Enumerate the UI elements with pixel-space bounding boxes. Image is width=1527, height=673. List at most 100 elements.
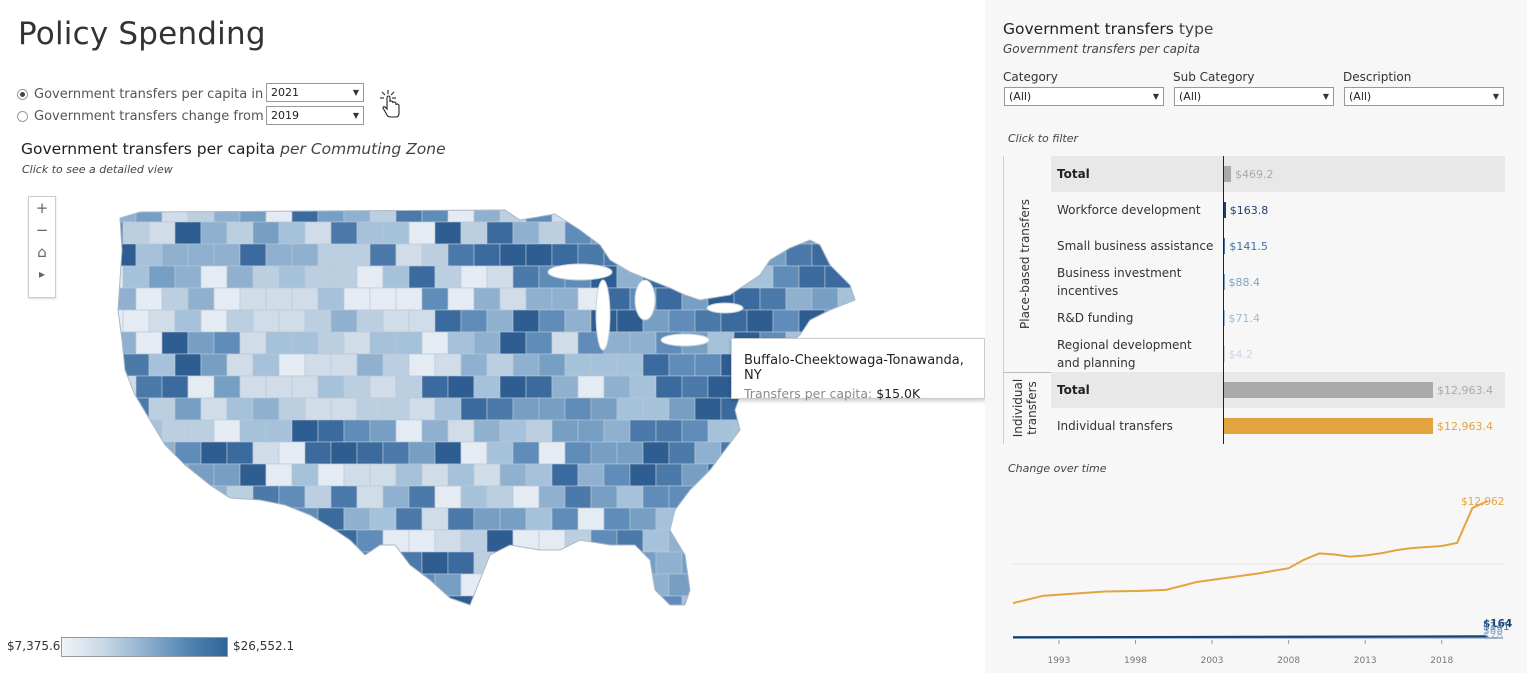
commuting-zone-cell[interactable]: [161, 375, 189, 399]
commuting-zone-cell[interactable]: [187, 287, 215, 311]
commuting-zone-cell[interactable]: [226, 221, 254, 245]
commuting-zone-cell[interactable]: [772, 309, 800, 333]
zoom-in-button[interactable]: +: [35, 199, 49, 217]
commuting-zone-cell[interactable]: [226, 485, 254, 509]
commuting-zone-cell[interactable]: [278, 397, 306, 421]
commuting-zone-cell[interactable]: [707, 200, 735, 223]
commuting-zone-cell[interactable]: [616, 441, 644, 465]
commuting-zone-cell[interactable]: [252, 265, 280, 289]
commuting-zone-cell[interactable]: [187, 419, 215, 443]
commuting-zone-cell[interactable]: [798, 397, 826, 421]
commuting-zone-cell[interactable]: [213, 419, 241, 443]
commuting-zone-cell[interactable]: [135, 331, 163, 355]
commuting-zone-cell[interactable]: [746, 265, 774, 289]
commuting-zone-cell[interactable]: [265, 595, 293, 615]
commuting-zone-cell[interactable]: [473, 375, 501, 399]
commuting-zone-cell[interactable]: [460, 529, 488, 553]
commuting-zone-cell[interactable]: [213, 551, 241, 575]
commuting-zone-cell[interactable]: [772, 529, 800, 553]
commuting-zone-cell[interactable]: [499, 463, 527, 487]
commuting-zone-cell[interactable]: [200, 441, 228, 465]
commuting-zone-cell[interactable]: [811, 551, 839, 575]
commuting-zone-cell[interactable]: [122, 441, 150, 465]
commuting-zone-cell[interactable]: [551, 243, 579, 267]
commuting-zone-cell[interactable]: [850, 397, 860, 421]
commuting-zone-cell[interactable]: [330, 485, 358, 509]
commuting-zone-cell[interactable]: [291, 507, 319, 531]
commuting-zone-cell[interactable]: [577, 419, 605, 443]
commuting-zone-cell[interactable]: [681, 507, 709, 531]
commuting-zone-cell[interactable]: [564, 309, 592, 333]
commuting-zone-cell[interactable]: [110, 507, 137, 531]
commuting-zone-cell[interactable]: [239, 243, 267, 267]
commuting-zone-cell[interactable]: [759, 595, 787, 615]
commuting-zone-cell[interactable]: [110, 287, 137, 311]
commuting-zone-cell[interactable]: [720, 485, 748, 509]
commuting-zone-cell[interactable]: [434, 221, 462, 245]
commuting-zone-cell[interactable]: [629, 200, 657, 223]
commuting-zone-cell[interactable]: [174, 573, 202, 597]
commuting-zone-cell[interactable]: [408, 397, 436, 421]
commuting-zone-cell[interactable]: [265, 507, 293, 531]
commuting-zone-cell[interactable]: [785, 507, 813, 531]
commuting-zone-cell[interactable]: [174, 353, 202, 377]
commuting-zone-cell[interactable]: [720, 265, 748, 289]
radio-button[interactable]: [17, 111, 28, 122]
commuting-zone-cell[interactable]: [317, 595, 345, 615]
commuting-zone-cell[interactable]: [668, 221, 696, 245]
commuting-zone-cell[interactable]: [525, 595, 553, 615]
commuting-zone-cell[interactable]: [291, 243, 319, 267]
commuting-zone-cell[interactable]: [330, 573, 358, 597]
commuting-zone-cell[interactable]: [291, 595, 319, 615]
commuting-zone-cell[interactable]: [421, 200, 449, 223]
us-choropleth-map[interactable]: [110, 200, 860, 615]
commuting-zone-cell[interactable]: [421, 507, 449, 531]
commuting-zone-cell[interactable]: [110, 441, 124, 465]
commuting-zone-cell[interactable]: [512, 485, 540, 509]
commuting-zone-cell[interactable]: [655, 507, 683, 531]
commuting-zone-cell[interactable]: [681, 419, 709, 443]
commuting-zone-cell[interactable]: [382, 221, 410, 245]
commuting-zone-cell[interactable]: [408, 221, 436, 245]
commuting-zone-cell[interactable]: [122, 353, 150, 377]
commuting-zone-cell[interactable]: [110, 595, 137, 615]
commuting-zone-cell[interactable]: [499, 200, 527, 223]
commuting-zone-cell[interactable]: [551, 331, 579, 355]
commuting-zone-cell[interactable]: [135, 507, 163, 531]
commuting-zone-cell[interactable]: [733, 200, 761, 223]
play-button[interactable]: ▸: [38, 267, 46, 281]
commuting-zone-cell[interactable]: [226, 441, 254, 465]
commuting-zone-cell[interactable]: [837, 243, 860, 267]
filter-sub-category-select[interactable]: (All) ▼: [1174, 87, 1334, 106]
commuting-zone-cell[interactable]: [720, 397, 748, 421]
commuting-zone-cell[interactable]: [629, 595, 657, 615]
commuting-zone-cell[interactable]: [226, 265, 254, 289]
commuting-zone-cell[interactable]: [629, 507, 657, 531]
commuting-zone-cell[interactable]: [616, 573, 644, 597]
commuting-zone-cell[interactable]: [408, 573, 436, 597]
commuting-zone-cell[interactable]: [252, 573, 280, 597]
commuting-zone-cell[interactable]: [473, 507, 501, 531]
commuting-zone-cell[interactable]: [200, 485, 228, 509]
commuting-zone-cell[interactable]: [603, 507, 631, 531]
commuting-zone-cell[interactable]: [460, 397, 488, 421]
commuting-zone-cell[interactable]: [538, 485, 566, 509]
commuting-zone-cell[interactable]: [525, 243, 553, 267]
commuting-zone-cell[interactable]: [811, 595, 839, 615]
commuting-zone-cell[interactable]: [655, 200, 683, 223]
commuting-zone-cell[interactable]: [330, 309, 358, 333]
commuting-zone-cell[interactable]: [707, 595, 735, 615]
commuting-zone-cell[interactable]: [616, 397, 644, 421]
commuting-zone-cell[interactable]: [369, 595, 397, 615]
commuting-zone-cell[interactable]: [603, 463, 631, 487]
commuting-zone-cell[interactable]: [759, 507, 787, 531]
commuting-zone-cell[interactable]: [603, 595, 631, 615]
commuting-zone-cell[interactable]: [785, 551, 813, 575]
commuting-zone-cell[interactable]: [525, 331, 553, 355]
commuting-zone-cell[interactable]: [577, 507, 605, 531]
commuting-zone-cell[interactable]: [265, 419, 293, 443]
commuting-zone-cell[interactable]: [668, 265, 696, 289]
commuting-zone-cell[interactable]: [200, 529, 228, 553]
commuting-zone-cell[interactable]: [551, 463, 579, 487]
commuting-zone-cell[interactable]: [161, 287, 189, 311]
